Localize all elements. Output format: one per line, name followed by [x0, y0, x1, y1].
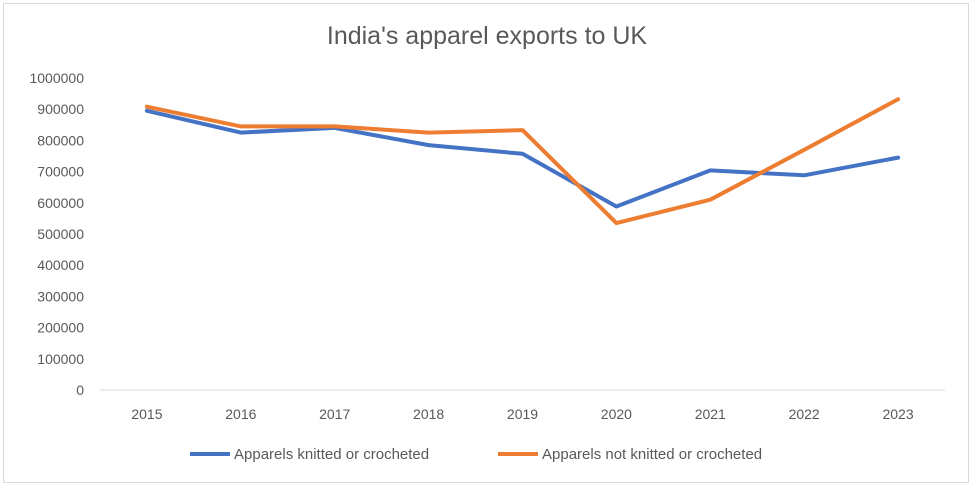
y-tick-label: 600000 — [37, 195, 84, 211]
x-tick-label: 2019 — [507, 406, 538, 422]
y-tick-label: 400000 — [37, 257, 84, 273]
x-tick-label: 2016 — [225, 406, 256, 422]
legend-label-2: Apparels not knitted or crocheted — [542, 446, 762, 463]
chart-title: India's apparel exports to UK — [326, 22, 648, 50]
x-tick-label: 2021 — [695, 406, 726, 422]
x-tick-label: 2022 — [789, 406, 820, 422]
y-tick-label: 300000 — [37, 288, 84, 304]
x-tick-label: 2017 — [319, 406, 350, 422]
chart-area — [3, 3, 969, 483]
x-tick-label: 2015 — [131, 406, 162, 422]
series-line-2 — [144, 97, 901, 226]
x-tick-label: 2023 — [882, 406, 913, 422]
y-tick-label: 100000 — [37, 351, 84, 367]
y-tick-label: 0 — [76, 382, 84, 398]
series-line-1 — [144, 108, 901, 209]
y-tick-label: 900000 — [37, 101, 84, 117]
y-tick-label: 700000 — [37, 164, 84, 180]
y-tick-label: 200000 — [37, 320, 84, 336]
y-tick-label: 500000 — [37, 226, 84, 242]
y-tick-label: 800000 — [37, 132, 84, 148]
x-tick-label: 2020 — [601, 406, 632, 422]
x-tick-label: 2018 — [413, 406, 444, 422]
y-tick-label: 1000000 — [29, 70, 84, 86]
legend-label-1: Apparels knitted or crocheted — [234, 446, 429, 463]
